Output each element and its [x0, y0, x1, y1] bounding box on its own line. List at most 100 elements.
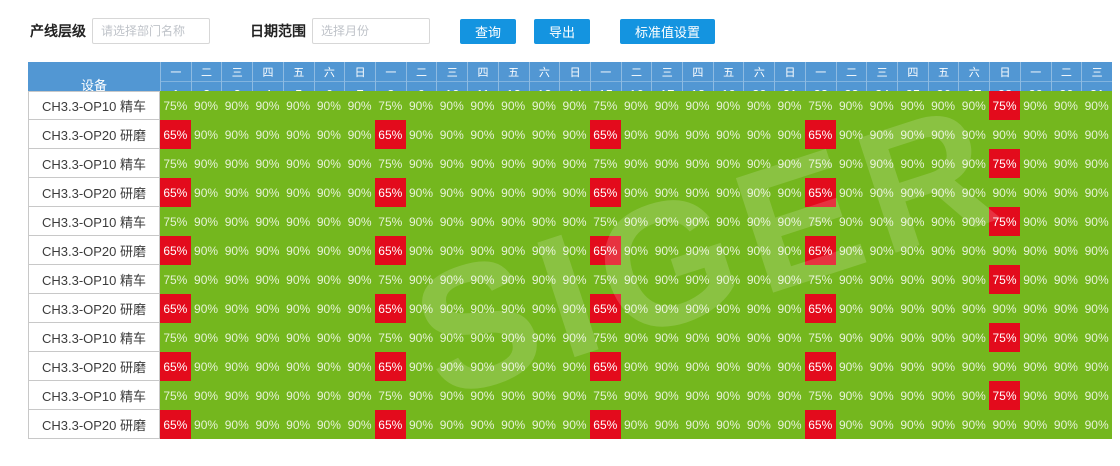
data-cell: 90%: [651, 178, 683, 207]
data-cell: 75%: [589, 149, 621, 178]
data-cell: 90%: [712, 381, 744, 410]
data-cell: 90%: [528, 120, 560, 149]
data-cell: 90%: [1050, 294, 1082, 323]
data-cell: 90%: [344, 381, 375, 410]
data-cell: 90%: [528, 236, 560, 265]
data-cell: 90%: [221, 149, 253, 178]
data-cell: 90%: [190, 207, 222, 236]
line-level-input[interactable]: [92, 18, 210, 44]
data-cell: 90%: [282, 294, 314, 323]
data-cell: 75%: [989, 381, 1020, 410]
data-cell: 75%: [989, 265, 1020, 294]
data-cell: 90%: [1019, 236, 1051, 265]
data-cell: 90%: [528, 323, 560, 352]
data-cell: 90%: [927, 410, 959, 439]
data-cell: 90%: [835, 178, 867, 207]
data-cell: 90%: [1019, 207, 1051, 236]
data-cell: 90%: [344, 207, 375, 236]
data-cell: 75%: [589, 91, 621, 120]
data-cell: 90%: [743, 236, 775, 265]
data-cell: 65%: [160, 294, 191, 323]
data-cell: 90%: [989, 120, 1020, 149]
data-cell: 90%: [774, 120, 805, 149]
data-cell: 90%: [190, 236, 222, 265]
weekday-label: 六: [959, 62, 990, 82]
data-cell: 90%: [559, 149, 590, 178]
device-label-cell: CH3.3-OP20 研磨: [28, 236, 160, 265]
date-range-input[interactable]: [312, 18, 430, 44]
data-cell: 90%: [620, 236, 652, 265]
data-cell: 90%: [436, 410, 468, 439]
data-cell: 90%: [436, 91, 468, 120]
data-cell: 90%: [958, 352, 990, 381]
data-cell: 90%: [682, 410, 713, 439]
data-cell: 90%: [774, 149, 805, 178]
data-cell: 90%: [252, 149, 283, 178]
data-cell: 90%: [1019, 410, 1051, 439]
data-cell: 75%: [804, 381, 836, 410]
data-cell: 90%: [743, 381, 775, 410]
data-cell: 90%: [743, 91, 775, 120]
data-cell: 90%: [528, 207, 560, 236]
weekday-label: 四: [468, 62, 498, 82]
query-button[interactable]: 查询: [460, 18, 517, 44]
data-cell: 90%: [897, 410, 928, 439]
data-cell: 90%: [282, 207, 314, 236]
data-cell: 90%: [1019, 352, 1051, 381]
device-label-cell: CH3.3-OP20 研磨: [28, 294, 160, 323]
data-cell: 90%: [313, 120, 345, 149]
data-cell: 75%: [160, 265, 191, 294]
data-cell: 90%: [1081, 381, 1112, 410]
data-cell: 90%: [1050, 236, 1082, 265]
data-cell: 90%: [467, 207, 498, 236]
data-cell: 75%: [804, 91, 836, 120]
data-cell: 90%: [344, 265, 375, 294]
data-cell: 90%: [835, 323, 867, 352]
data-cell: 90%: [1081, 207, 1112, 236]
data-cell: 90%: [712, 120, 744, 149]
data-cell: 90%: [313, 381, 345, 410]
data-cell: 90%: [835, 352, 867, 381]
data-cell: 90%: [620, 352, 652, 381]
data-cell: 90%: [897, 352, 928, 381]
data-cell: 90%: [743, 120, 775, 149]
data-cell: 75%: [374, 207, 406, 236]
data-cell: 75%: [804, 323, 836, 352]
data-cell: 90%: [682, 207, 713, 236]
data-cell: 90%: [927, 120, 959, 149]
export-button[interactable]: 导出: [534, 18, 591, 44]
data-cell: 90%: [528, 149, 560, 178]
standard-settings-button[interactable]: 标准值设置: [620, 18, 716, 44]
data-cell: 90%: [405, 323, 437, 352]
weekday-label: 三: [1082, 62, 1112, 82]
data-cell: 90%: [528, 381, 560, 410]
data-cell: 65%: [374, 410, 406, 439]
data-cell: 90%: [1081, 265, 1112, 294]
data-cell: 90%: [774, 410, 805, 439]
weekday-label: 五: [498, 62, 529, 82]
weekday-label: 四: [683, 62, 713, 82]
data-cell: 90%: [835, 120, 867, 149]
data-cell: 90%: [1050, 323, 1082, 352]
data-cell: 90%: [866, 410, 898, 439]
weekday-label: 六: [314, 62, 345, 82]
device-label-cell: CH3.3-OP20 研磨: [28, 120, 160, 149]
data-cell: 90%: [866, 265, 898, 294]
data-cell: 65%: [160, 236, 191, 265]
data-cell: 90%: [651, 294, 683, 323]
data-cell: 65%: [804, 352, 836, 381]
data-cell: 90%: [497, 149, 529, 178]
data-cell: 90%: [221, 265, 253, 294]
data-cell: 90%: [682, 294, 713, 323]
data-cell: 90%: [436, 120, 468, 149]
weekday-label: 一: [805, 62, 836, 82]
data-cell: 90%: [559, 352, 590, 381]
data-cell: 90%: [436, 236, 468, 265]
data-cell: 90%: [497, 381, 529, 410]
data-cell: 90%: [405, 410, 437, 439]
data-cell: 90%: [620, 207, 652, 236]
data-cell: 90%: [927, 294, 959, 323]
data-cell: 90%: [1019, 381, 1051, 410]
data-cell: 90%: [835, 207, 867, 236]
data-cell: 90%: [835, 265, 867, 294]
